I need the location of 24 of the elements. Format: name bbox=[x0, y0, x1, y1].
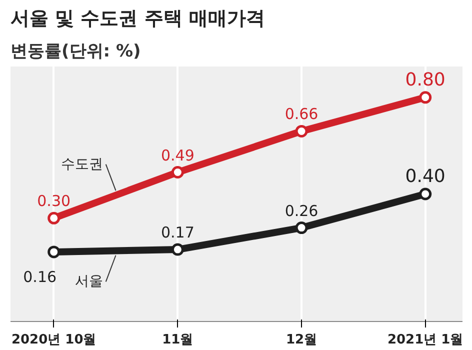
chart-title: 서울 및 수도권 주택 매매가격 bbox=[10, 8, 265, 30]
data-label: 0.17 bbox=[160, 224, 194, 242]
data-label: 0.40 bbox=[405, 166, 446, 187]
x-tick-label: 12월 bbox=[286, 332, 318, 348]
point bbox=[295, 124, 308, 138]
x-tick-label: 2020년 10월 bbox=[11, 332, 96, 348]
x-tick-label: 2021년 1월 bbox=[387, 332, 464, 348]
data-label: 0.80 bbox=[405, 69, 446, 90]
data-label: 0.66 bbox=[284, 105, 318, 124]
x-tick-label: 11월 bbox=[162, 332, 194, 348]
data-label: 0.30 bbox=[37, 192, 71, 210]
data-label: 0.26 bbox=[284, 202, 318, 220]
point bbox=[48, 246, 60, 258]
point bbox=[171, 166, 184, 179]
point bbox=[419, 91, 432, 104]
data-label: 0.49 bbox=[160, 146, 194, 164]
data-label: 0.16 bbox=[23, 268, 57, 286]
point bbox=[171, 243, 184, 256]
chart-subtitle: 변동률(단위: %) bbox=[10, 42, 141, 62]
point bbox=[419, 188, 432, 200]
point bbox=[295, 222, 308, 234]
series-label: 수도권 bbox=[60, 156, 103, 172]
point bbox=[48, 212, 60, 224]
series-label: 서울 bbox=[74, 274, 103, 290]
